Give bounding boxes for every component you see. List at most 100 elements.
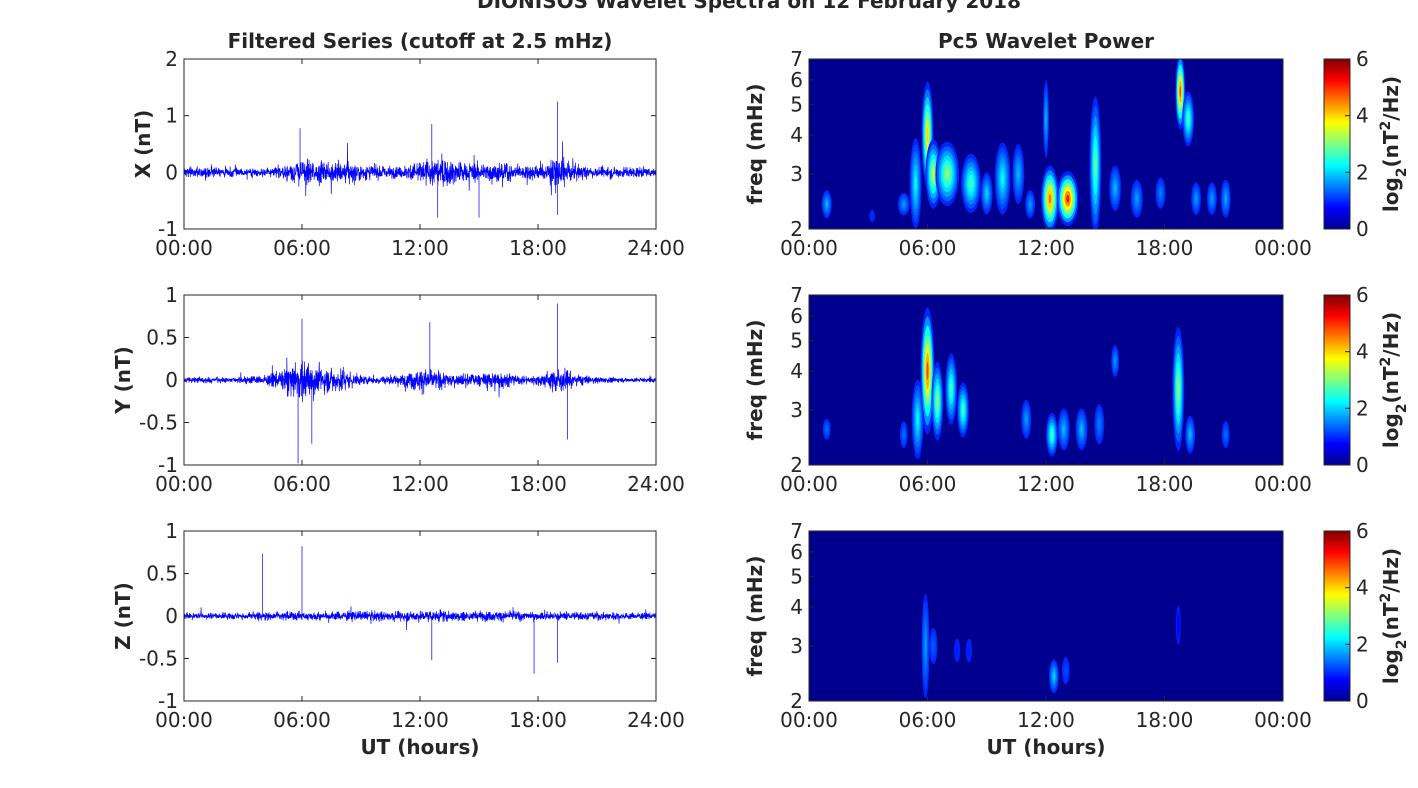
wavelet-blobs — [822, 307, 1230, 460]
y-tick-label: 0 — [165, 368, 178, 392]
colorbar: 0 2 4 6 log2(nT2/Hz) — [1323, 283, 1410, 477]
wavelet-background — [809, 531, 1283, 701]
x-tick-label: 00:00 — [155, 472, 213, 496]
wavelet-blob — [1021, 399, 1032, 439]
colorbar-label: log2(nT2/Hz) — [1378, 548, 1410, 684]
y-tick-label: 2 — [790, 689, 803, 713]
colorbar: 0 2 4 6 log2(nT2/Hz) — [1323, 519, 1410, 713]
wavelet-blob — [929, 627, 938, 665]
y-tick-label: 4 — [790, 359, 803, 383]
colorbar-tick-label: 2 — [1356, 396, 1369, 420]
x-tick-label: 24:00 — [627, 472, 685, 496]
y-tick-label: 0.5 — [146, 326, 178, 350]
wavelet-panel-z: freq (mHz) 00:00 06:00 12:00 18:00 00:00 2 3 4… — [743, 519, 1410, 759]
y-tick-label: 2 — [790, 453, 803, 477]
x-tick-label: 00:00 — [780, 708, 838, 732]
x-tick-label: 00:00 — [1254, 708, 1312, 732]
y-tick-label: 4 — [790, 123, 803, 147]
colorbar-tick-label: 4 — [1356, 576, 1369, 600]
wavelet-blob — [1130, 179, 1143, 218]
series-panel-z: Z (nT) 00:00 06:00 12:00 18:00 24:00 -1-0.50… — [111, 519, 685, 759]
colorbar-tick-label: 2 — [1356, 160, 1369, 184]
wavelet-blob — [1221, 421, 1230, 449]
wavelet-blobs — [921, 593, 1181, 699]
wavelet-blob — [1041, 165, 1059, 229]
x-tick-label: 18:00 — [509, 708, 567, 732]
wavelet-x-ticks: 00:00 06:00 12:00 18:00 00:00 — [780, 460, 1312, 496]
series-trace — [183, 101, 657, 218]
colorbar-tick-label: 4 — [1356, 104, 1369, 128]
wavelet-ylabel: freq (mHz) — [743, 84, 767, 205]
series-line — [183, 546, 657, 674]
series-x-ticks: 00:00 06:00 12:00 18:00 24:00 — [155, 59, 685, 260]
wavelet-y-ticks: 2 3 4 567 — [790, 47, 814, 241]
series-line — [183, 101, 657, 218]
wavelet-background — [809, 295, 1283, 465]
wavelet-blob — [954, 638, 961, 663]
x-tick-label: 00:00 — [780, 472, 838, 496]
wavelet-blob — [1057, 408, 1070, 451]
x-tick-label: 00:00 — [155, 236, 213, 260]
x-tick-label: 12:00 — [1017, 472, 1075, 496]
y-tick-label: 0 — [165, 160, 178, 184]
wavelet-blob — [1175, 605, 1181, 645]
wavelet-blob — [1111, 345, 1120, 377]
wavelet-blob — [994, 142, 1011, 215]
wavelet-panel-title: Pc5 Wavelet Power — [938, 29, 1154, 53]
series-y-ticks: -1 -0.5 0 0.5 1 — [139, 519, 656, 713]
colorbar-scale — [1323, 58, 1351, 230]
wavelet-blob — [1061, 657, 1070, 685]
y-tick-label: 7 — [790, 283, 803, 307]
y-tick-label: -1 — [158, 217, 178, 241]
x-tick-label: 00:00 — [1254, 472, 1312, 496]
series-panel-y: Y (nT) 00:00 06:00 12:00 18:00 24:00 -1-0.50… — [111, 283, 685, 496]
wavelet-blob — [1191, 182, 1202, 216]
wavelet-blob — [961, 153, 981, 213]
colorbar-tick-label: 4 — [1356, 340, 1369, 364]
x-tick-label: 06:00 — [273, 708, 331, 732]
wavelet-blob — [821, 190, 832, 219]
y-tick-label: 0 — [165, 604, 178, 628]
x-tick-label: 06:00 — [899, 472, 957, 496]
x-tick-label: 12:00 — [1017, 236, 1075, 260]
series-ylabel: X (nT) — [131, 110, 155, 179]
series-panel-x: Filtered Series (cutoff at 2.5 mHz) X (n… — [131, 29, 685, 260]
series-x-ticks: 00:00 06:00 12:00 18:00 24:00 — [155, 295, 685, 496]
colorbar-label: log2(nT2/Hz) — [1378, 312, 1410, 448]
series-trace — [183, 303, 657, 464]
wavelet-blob — [1109, 165, 1122, 212]
series-x-ticks: 00:00 06:00 12:00 18:00 24:00 — [155, 531, 685, 732]
x-tick-label: 00:00 — [155, 708, 213, 732]
y-tick-label: -0.5 — [139, 411, 178, 435]
wavelet-blob — [920, 307, 935, 435]
wavelet-blob — [921, 593, 930, 699]
colorbar-tick-label: 6 — [1356, 47, 1369, 71]
colorbar-scale — [1323, 530, 1351, 702]
y-tick-label: -0.5 — [139, 647, 178, 671]
y-tick-label: 0.5 — [146, 562, 178, 586]
y-tick-label: -1 — [158, 453, 178, 477]
wavelet-blob — [897, 192, 910, 216]
colorbar-tick-label: 0 — [1356, 453, 1369, 477]
wavelet-blob — [899, 421, 908, 449]
y-tick-label: 1 — [165, 104, 178, 128]
wavelet-blob — [1206, 182, 1217, 216]
colorbar: 0 2 4 6 log2(nT2/Hz) — [1323, 47, 1410, 241]
wavelet-blob — [1220, 179, 1231, 218]
colorbar-tick-label: 0 — [1356, 689, 1369, 713]
wavelet-blob — [911, 379, 924, 460]
wavelet-blob — [957, 382, 969, 438]
figure-title: DIONISOS Wavelet Spectra on 12 February … — [477, 0, 1021, 13]
wavelet-blob — [1155, 177, 1166, 210]
wavelet-blob — [869, 209, 876, 223]
wavelet-blob — [909, 138, 922, 229]
wavelet-y-ticks: 2 3 4 567 — [790, 283, 814, 477]
series-ylabel: Y (nT) — [111, 346, 135, 415]
wavelet-x-ticks: 00:00 06:00 12:00 18:00 00:00 — [780, 224, 1312, 260]
series-panel-title: Filtered Series (cutoff at 2.5 mHz) — [228, 29, 613, 53]
wavelet-blob — [1025, 190, 1036, 219]
wavelet-blob — [931, 361, 944, 441]
y-tick-label: 2 — [165, 47, 178, 71]
colorbar-scale — [1323, 294, 1351, 466]
